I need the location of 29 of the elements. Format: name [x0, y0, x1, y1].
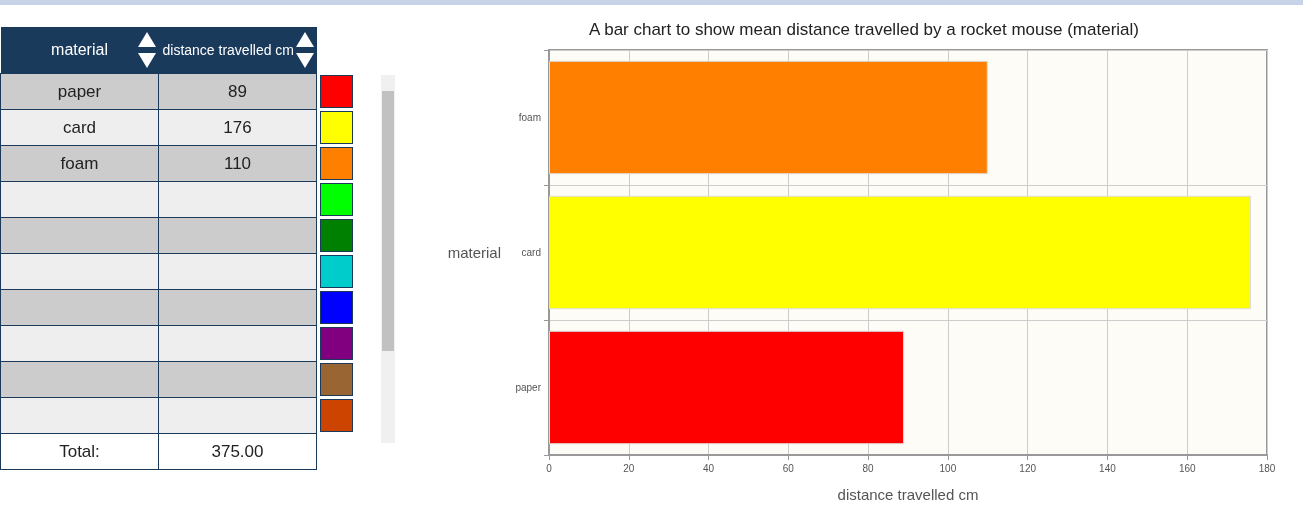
x-tick-label: 80 — [862, 462, 875, 474]
x-tick-label: 0 — [546, 462, 553, 474]
text: material — [0, 27, 159, 74]
bar — [549, 195, 1252, 310]
x-tick-label: 100 — [939, 462, 957, 474]
x-axis-title: distance travelled cm — [837, 486, 979, 503]
bar — [549, 60, 988, 175]
y-tick-label: foam — [518, 112, 541, 123]
x-tick-label: 120 — [1019, 462, 1037, 474]
chart-title: A bar chart to show mean distance travelled by a rocket mouse (material) — [589, 20, 1139, 39]
y-axis-title: material — [447, 244, 501, 261]
category-label: foam — [60, 153, 99, 173]
x-tick-label: 40 — [702, 462, 715, 474]
x-tick-label: 180 — [1258, 462, 1276, 474]
category-label: paper — [57, 81, 102, 101]
data-label: 176 — [223, 117, 252, 137]
x-tick-label: 60 — [782, 462, 795, 474]
data-label: 110 — [223, 153, 252, 173]
category-label: card — [62, 117, 97, 137]
data-label: 89 — [228, 81, 247, 101]
x-tick-label: 160 — [1178, 462, 1196, 474]
text: 375.00 — [158, 433, 317, 470]
text: Total: — [0, 433, 159, 470]
text: distance travelled cm — [158, 27, 317, 74]
bar — [549, 330, 905, 445]
y-tick-label: card — [521, 247, 541, 258]
y-tick-label: paper — [515, 382, 542, 393]
x-tick-label: 140 — [1099, 462, 1117, 474]
x-tick-label: 20 — [623, 462, 635, 474]
